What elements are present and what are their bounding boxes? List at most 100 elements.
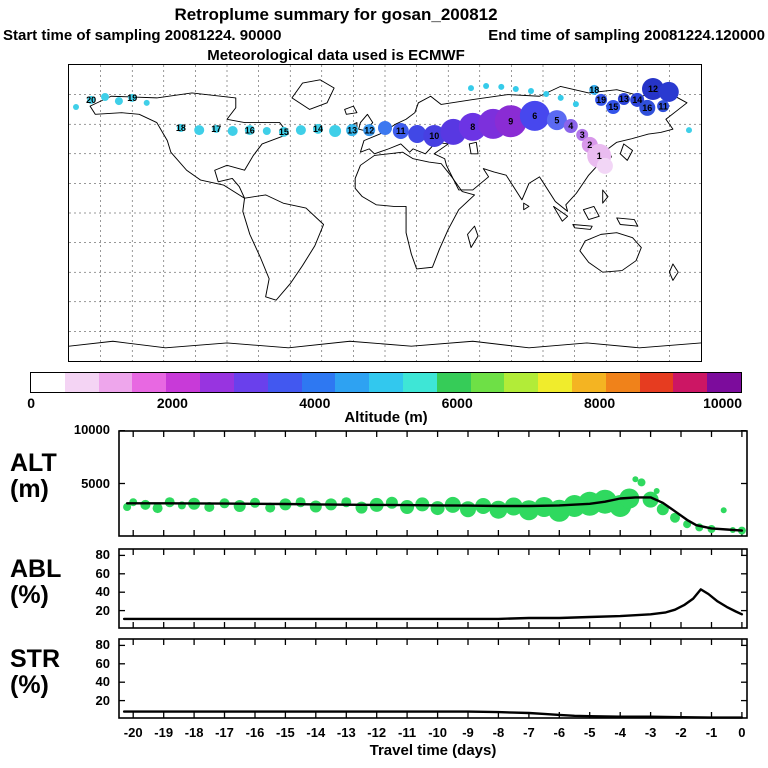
x-tick-label: -15 [275,725,295,740]
trajectory-point [392,123,409,139]
altitude-scatter-dot [489,500,508,519]
x-tick-label: -4 [614,725,626,740]
y-tick-label: 20 [95,602,110,618]
trajectory-point [227,126,238,136]
madagascar-outline [467,225,479,248]
colorbar-segment [166,373,201,392]
trajectory-point [658,81,679,102]
x-tick-label: -12 [367,725,387,740]
colorbar-segment [200,373,234,392]
trajectory-day-label: 18 [589,85,599,95]
trajectory-day-label: 19 [127,93,137,103]
colorbar-segment [98,373,133,392]
trajectory-point [519,100,550,131]
antarctica-outline [69,340,701,349]
colorbar-segment [369,373,403,392]
x-tick-label: -19 [154,725,174,740]
trajectory-day-label: 16 [642,103,652,113]
trajectory-point [512,86,519,92]
colorbar-tick-label: 8000 [584,395,616,411]
x-tick-label: -11 [398,725,417,740]
colorbar-segment [707,373,742,392]
x-tick-label: -8 [492,725,505,740]
page-title: Retroplume summary for gosan_200812 [174,5,498,24]
trajectory-point [543,91,550,97]
trajectory-day-label: 3 [580,130,585,140]
trajectory-point [128,93,137,102]
y-tick-label: 40 [95,674,110,690]
trajectory-point [606,100,621,114]
trajectory-day-label: 15 [608,102,618,112]
x-tick-label: -16 [245,725,265,740]
mean-line [125,496,744,532]
caspian-outline [468,141,479,155]
altitude-scatter-dot [140,499,151,510]
greenland-outline [291,79,335,110]
str-label-text: STR [10,645,60,673]
met-source-text: Meteorological data used is ECMWF [207,47,465,64]
x-axis-tick-labels: -20 -19 -18 -17 -16 -15 -14 -13 -12 -11 -10 -9 -8 -7-… [118,725,748,741]
trajectory-point [176,124,185,132]
trajectory-point [557,94,564,101]
altitude-scatter-dot [632,476,639,483]
iceland-outline [344,105,358,115]
altitude-scatter-dot [637,478,646,487]
south-america-outline [242,194,325,301]
trajectory-point [528,88,534,94]
trajectory-day-label: 13 [347,125,357,135]
altitude-scatter-dot [152,503,163,514]
trajectory-point [329,125,342,137]
trajectory-point [101,93,109,101]
colorbar-segment [132,373,167,392]
x-tick-label: -2 [675,725,687,740]
new-zealand-outline [668,263,679,281]
trajectory-point [244,125,255,136]
trajectory-point [295,125,306,136]
trajectory-day-label: 11 [396,126,406,136]
trajectory-point [563,119,578,133]
colorbar-segment [639,373,674,392]
altitude-scatter-dot [460,501,476,518]
trajectory-day-label: 4 [568,121,573,131]
y-tick-label: 20 [95,692,110,708]
trajectory-day-label: 18 [176,123,186,133]
trajectory-day-label: 10 [429,131,439,141]
trajectory-point [194,125,205,136]
str-unit-text: (%) [10,671,49,699]
alt-panel-label: ALT (m) [10,450,57,502]
trajectory-day-label: 2 [587,140,592,150]
altitude-scatter-dot [295,497,306,508]
trajectory-point [595,93,608,106]
colorbar-segment [31,373,65,392]
x-tick-label: -6 [553,725,566,740]
sumatra-outline [553,205,569,222]
trajectory-point [114,97,123,106]
trajectory-point [546,110,567,131]
colorbar-segment [402,373,437,392]
trajectory-point [686,127,692,134]
trajectory-day-label: 1 [597,151,602,161]
trajectory-day-label: 14 [632,95,642,105]
world-map: 20 19 18 17 16 15 14 13 12 11 10 8 9 6 5 4 3 2 1 18 19 15 13 14… [68,64,702,362]
colorbar-segment [233,373,268,392]
abl-unit-text: (%) [10,581,49,609]
africa-outline [354,151,476,270]
australia-outline [579,232,642,273]
trajectory-point [278,126,289,137]
trajectory-day-label: 20 [86,95,96,105]
map-gridlines [69,65,701,361]
altitude-scatter-dot [355,501,368,514]
altitude-scatter-dot [385,496,398,509]
x-tick-label: -5 [583,725,596,740]
trajectory-point [576,128,589,141]
trajectory-point [657,100,670,113]
alt-chart [118,430,748,537]
trajectory-point [498,83,505,90]
trajectory-point [73,104,79,110]
colorbar-segment [605,373,640,392]
str-panel-label: STR (%) [10,646,60,698]
x-tick-label: -14 [306,725,326,740]
trajectory-day-label: 14 [313,124,323,134]
philippines-outline [602,189,609,204]
